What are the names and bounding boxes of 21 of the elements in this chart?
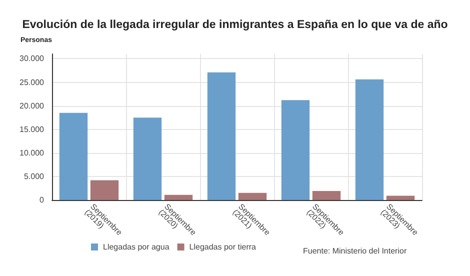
bar [164, 194, 193, 200]
legend-label: Llegadas por tierra [189, 242, 257, 252]
y-tick-label: 0 [40, 196, 45, 204]
chart-title: Evolución de la llegada irregular de inmigrantes a España en lo que va de año [22, 19, 448, 31]
y-tick-label: 20.000 [20, 101, 45, 110]
source-note: Fuente: Ministerio del Interior [303, 246, 407, 256]
y-tick-label: 15.000 [20, 124, 45, 134]
bar [281, 100, 310, 200]
bar [207, 72, 236, 200]
bar [355, 79, 384, 200]
y-tick-label: 30.000 [20, 54, 45, 64]
legend-label: Llegadas por agua [103, 242, 170, 252]
bar [238, 192, 267, 200]
bar [133, 118, 162, 200]
bar [312, 191, 341, 200]
bar [386, 196, 415, 200]
bar [59, 112, 88, 200]
bar [90, 180, 119, 200]
y-tick-label: 10.000 [20, 148, 45, 158]
y-tick-label: 5.000 [24, 172, 45, 181]
y-tick-label: 25.000 [20, 78, 45, 87]
